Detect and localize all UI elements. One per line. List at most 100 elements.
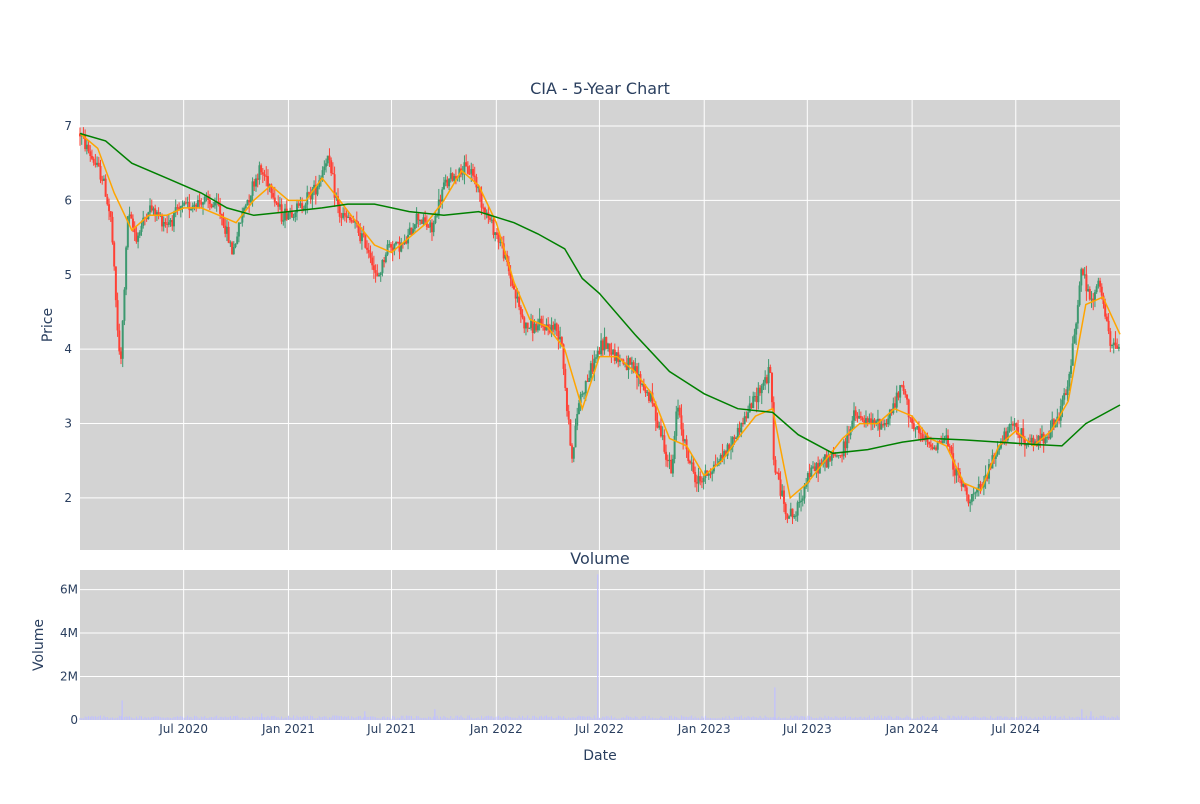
volume-bar	[826, 717, 828, 720]
volume-bar	[88, 716, 90, 720]
volume-bar	[867, 717, 869, 720]
candle-body	[482, 207, 485, 209]
candle-body	[345, 215, 348, 218]
candle-body	[1052, 419, 1055, 428]
volume-bar	[79, 717, 81, 720]
candle-body	[224, 225, 227, 234]
volume-bar	[879, 718, 881, 720]
volume-bar	[152, 716, 154, 720]
volume-bar	[463, 718, 465, 720]
candle-body	[682, 429, 685, 442]
volume-bar	[1020, 715, 1022, 720]
candle-body	[641, 384, 644, 386]
volume-bar	[732, 718, 734, 720]
volume-bar	[397, 717, 399, 720]
volume-bar	[853, 717, 855, 720]
volume-bar	[100, 715, 102, 720]
candle-body	[1109, 331, 1112, 346]
volume-spike-bar	[121, 700, 123, 720]
candle-body	[1083, 274, 1086, 276]
candle-body	[248, 200, 251, 203]
volume-bar	[310, 715, 312, 720]
candle-body	[138, 231, 141, 236]
volume-bar	[317, 718, 319, 720]
volume-bar	[199, 718, 201, 720]
date-x-tick-label: Jul 2022	[574, 722, 624, 736]
volume-bar	[897, 716, 899, 720]
volume-bar	[504, 716, 506, 720]
volume-bar	[89, 716, 91, 720]
candle-body	[145, 218, 148, 220]
volume-bar	[535, 717, 537, 720]
candle-body	[1010, 423, 1013, 425]
candle-body	[463, 162, 466, 174]
candle-body	[171, 220, 174, 227]
candle-body	[668, 459, 671, 462]
volume-bar	[552, 718, 554, 720]
candle-body	[454, 176, 457, 179]
volume-bar	[93, 716, 95, 720]
volume-bar	[101, 718, 103, 720]
candle-body	[784, 503, 787, 515]
candle-body	[894, 403, 897, 408]
price-chart-title: CIA - 5-Year Chart	[530, 79, 670, 98]
price-y-tick-labels: 2 3 4 5 6 7	[64, 119, 72, 505]
candle-body	[613, 349, 616, 361]
volume-bar	[711, 718, 713, 720]
volume-bar	[576, 716, 578, 720]
volume-bar	[409, 715, 411, 720]
candle-body	[376, 272, 379, 277]
volume-bar	[216, 715, 218, 720]
volume-bar	[920, 716, 922, 720]
volume-bar	[342, 717, 344, 720]
volume-bar	[204, 715, 206, 720]
candle-body	[1025, 444, 1028, 446]
volume-bar	[747, 716, 749, 720]
candle-body	[805, 483, 808, 487]
candle-body	[1064, 393, 1067, 395]
volume-bar	[634, 716, 636, 720]
volume-bar	[404, 718, 406, 720]
volume-bar	[819, 716, 821, 720]
volume-bar	[911, 718, 913, 720]
candle-body	[632, 362, 635, 372]
candle-body	[326, 155, 329, 164]
volume-bar	[539, 716, 541, 720]
volume-bar	[264, 717, 266, 720]
volume-bar	[1055, 715, 1057, 720]
volume-bar	[383, 716, 385, 720]
volume-bar	[200, 716, 202, 720]
candle-body	[311, 189, 314, 200]
volume-bar	[903, 718, 905, 720]
candle-body	[473, 175, 476, 177]
candle-body	[225, 226, 228, 234]
volume-bar	[513, 717, 515, 720]
volume-bar	[915, 718, 917, 720]
volume-bar	[120, 716, 122, 720]
volume-bar	[962, 717, 964, 720]
volume-bar	[532, 715, 534, 720]
volume-bar	[694, 716, 696, 720]
candle-body	[998, 448, 1001, 451]
candle-body	[384, 254, 387, 263]
candle-body	[858, 416, 861, 419]
volume-bar	[733, 716, 735, 720]
candle-body	[114, 266, 117, 301]
candle-body	[595, 357, 598, 359]
candle-body	[509, 271, 512, 279]
candle-body	[518, 296, 521, 307]
candle-body	[1104, 303, 1107, 317]
volume-bar	[453, 718, 455, 720]
candle-body	[125, 247, 128, 290]
candle-body	[584, 381, 587, 394]
volume-bar	[1114, 717, 1116, 720]
candle-body	[408, 227, 411, 235]
candle-body	[895, 392, 898, 408]
volume-bar	[566, 718, 568, 720]
candle-body	[536, 325, 539, 331]
volume-bar	[154, 716, 156, 720]
volume-bar	[583, 716, 585, 720]
candle-body	[371, 257, 374, 266]
volume-bar	[544, 715, 546, 720]
candle-body	[847, 434, 850, 436]
